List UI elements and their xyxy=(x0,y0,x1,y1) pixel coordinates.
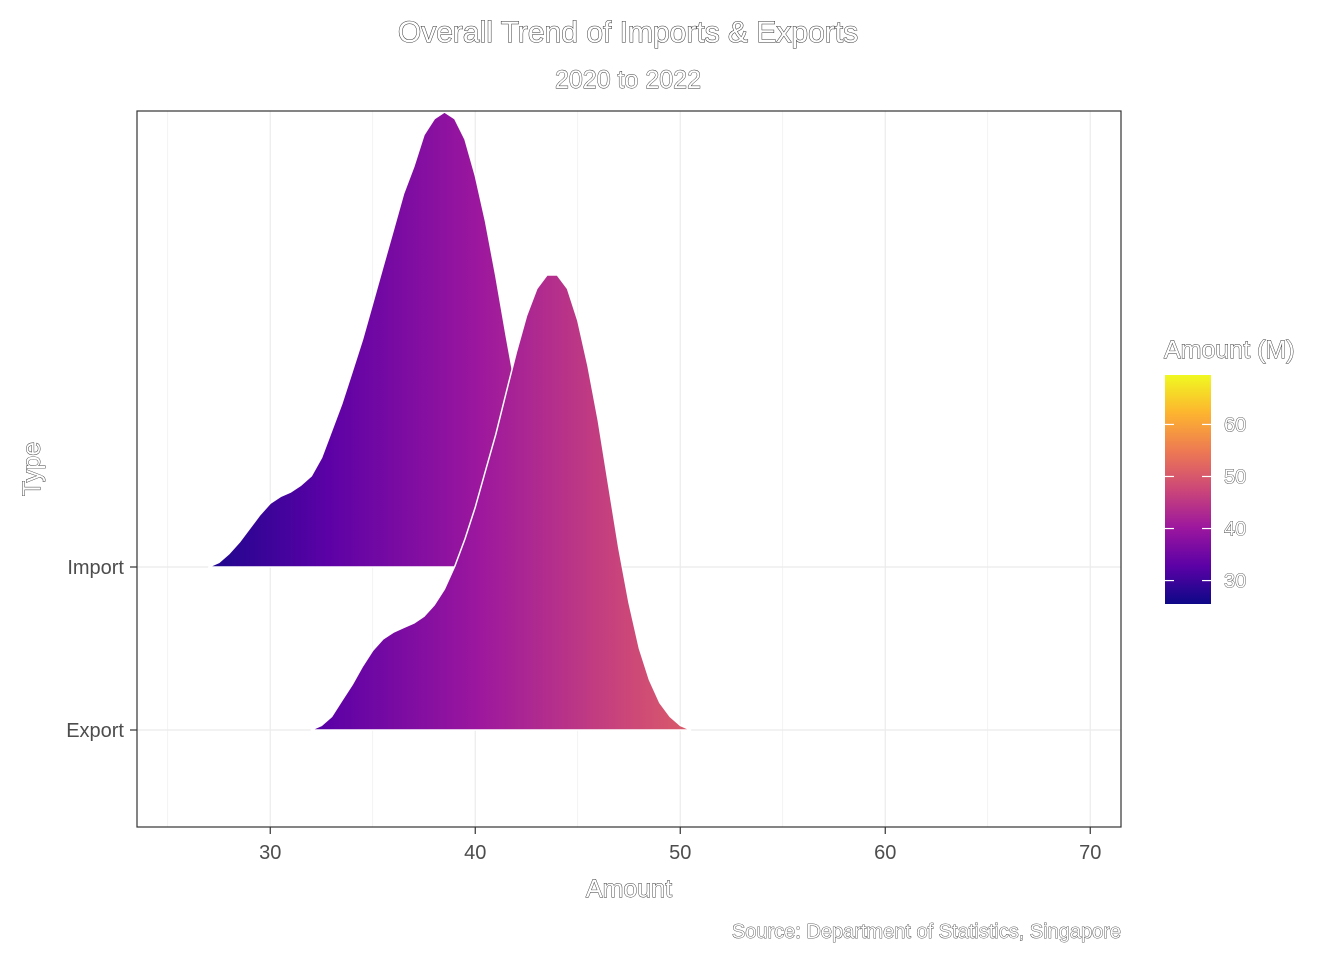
legend-tick-label: 40 xyxy=(1224,519,1246,541)
density-ridges xyxy=(208,111,692,731)
density-ridge-import xyxy=(208,111,518,568)
legend-tick-label: 30 xyxy=(1224,571,1246,593)
x-tick-label: 40 xyxy=(464,842,486,864)
x-axis-title: Amount xyxy=(586,875,672,903)
density-ridge-export xyxy=(310,274,692,731)
legend-tick-label: 60 xyxy=(1224,414,1246,436)
x-axis: 30 40 50 60 70 xyxy=(259,827,1101,864)
plot-panel xyxy=(136,110,1122,828)
color-legend: Amount (M) 30 40 50 60 xyxy=(1164,336,1295,604)
legend-ticks: 30 40 50 60 xyxy=(1165,414,1247,593)
legend-title: Amount (M) xyxy=(1164,336,1295,364)
y-tick-label-export: Export xyxy=(66,720,124,742)
y-axis-title: Type xyxy=(18,442,46,496)
x-tick-label: 50 xyxy=(669,842,691,864)
y-axis: Export Import xyxy=(66,557,137,742)
x-tick-label: 70 xyxy=(1079,842,1101,864)
chart-title: Overall Trend of Imports & Exports xyxy=(398,16,858,49)
panel-border xyxy=(136,110,1122,828)
legend-tick-label: 50 xyxy=(1224,466,1246,488)
y-tick-label-import: Import xyxy=(67,557,124,579)
legend-colorbar xyxy=(1165,375,1211,604)
chart-caption: Source: Department of Statistics, Singap… xyxy=(732,921,1121,943)
x-tick-label: 30 xyxy=(259,842,281,864)
x-tick-label: 60 xyxy=(874,842,896,864)
chart-subtitle: 2020 to 2022 xyxy=(555,66,701,94)
